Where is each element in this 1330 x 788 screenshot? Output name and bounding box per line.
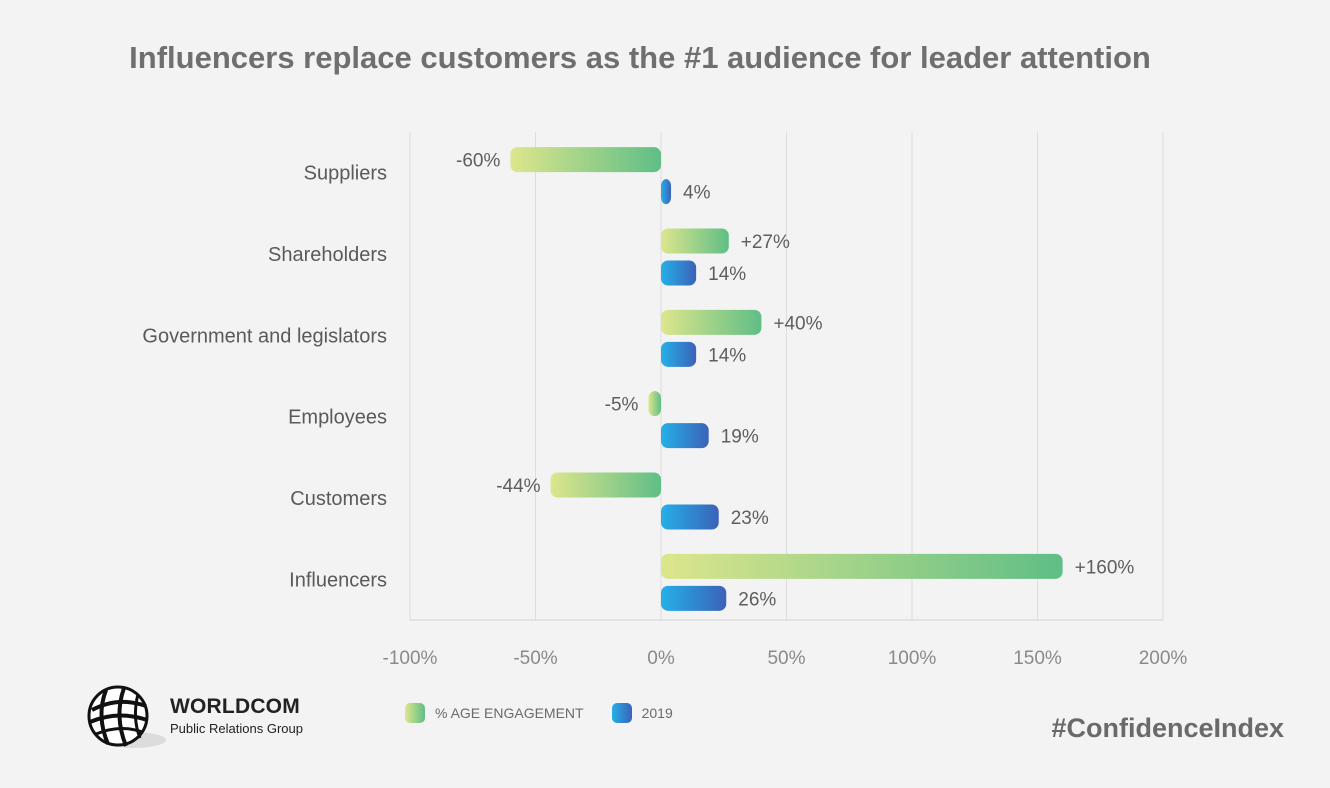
bar: [661, 553, 1063, 579]
bar: [510, 147, 661, 173]
x-tick-label: -50%: [513, 648, 557, 669]
bar: [661, 309, 762, 335]
bar: [661, 585, 727, 611]
globe-logo-icon: [87, 685, 166, 748]
bar-chart: -100% -50% 0% 50% 100% 150% 200% Suppliers -60% 4…: [142, 132, 1188, 669]
category-label: Customers: [290, 488, 387, 510]
category-label: Government and legislators: [142, 325, 387, 347]
x-tick-label: 150%: [1013, 648, 1062, 669]
legend-item-engagement: % AGE ENGAGEMENT: [405, 703, 584, 723]
data-label: -60%: [456, 151, 500, 172]
bar: [648, 391, 661, 417]
data-label: 26%: [738, 589, 776, 610]
x-tick-label: 200%: [1139, 648, 1188, 669]
x-tick-label: -100%: [383, 648, 438, 669]
data-label: +160%: [1075, 557, 1135, 578]
legend-swatch-engagement: [405, 703, 425, 723]
category-label: Shareholders: [268, 244, 387, 266]
legend-label-2019: 2019: [641, 705, 673, 721]
data-label: 14%: [708, 264, 746, 285]
logo-name: WORLDCOM: [170, 694, 300, 718]
data-label: +40%: [773, 313, 822, 334]
data-label: 23%: [731, 508, 769, 529]
category-label: Employees: [288, 407, 387, 429]
bar: [661, 341, 697, 367]
category-label: Suppliers: [304, 163, 387, 185]
data-label: -44%: [496, 476, 540, 497]
legend-label-engagement: % AGE ENGAGEMENT: [435, 705, 584, 721]
bar: [661, 228, 729, 254]
bar: [661, 423, 709, 449]
hashtag: #ConfidenceIndex: [1051, 713, 1284, 743]
worldcom-logo: WORLDCOM Public Relations Group: [84, 684, 303, 750]
logo-subtitle: Public Relations Group: [170, 720, 303, 736]
x-tick-label: 0%: [647, 648, 675, 669]
bar: [550, 472, 661, 498]
bar: [661, 504, 719, 530]
data-label: -5%: [605, 395, 639, 416]
chart-title: Influencers replace customers as the #1 …: [129, 40, 1151, 75]
bar: [661, 260, 697, 286]
data-label: 4%: [683, 183, 711, 204]
data-label: 19%: [721, 427, 759, 448]
x-tick-label: 50%: [767, 648, 805, 669]
legend-swatch-2019: [611, 703, 632, 723]
bar: [661, 179, 672, 205]
category-label: Influencers: [289, 569, 387, 591]
data-label: 14%: [708, 345, 746, 366]
x-tick-label: 100%: [888, 648, 937, 669]
chart-legend: % AGE ENGAGEMENT 2019: [405, 703, 701, 723]
legend-item-2019: 2019: [611, 703, 673, 723]
data-label: +27%: [741, 232, 790, 253]
